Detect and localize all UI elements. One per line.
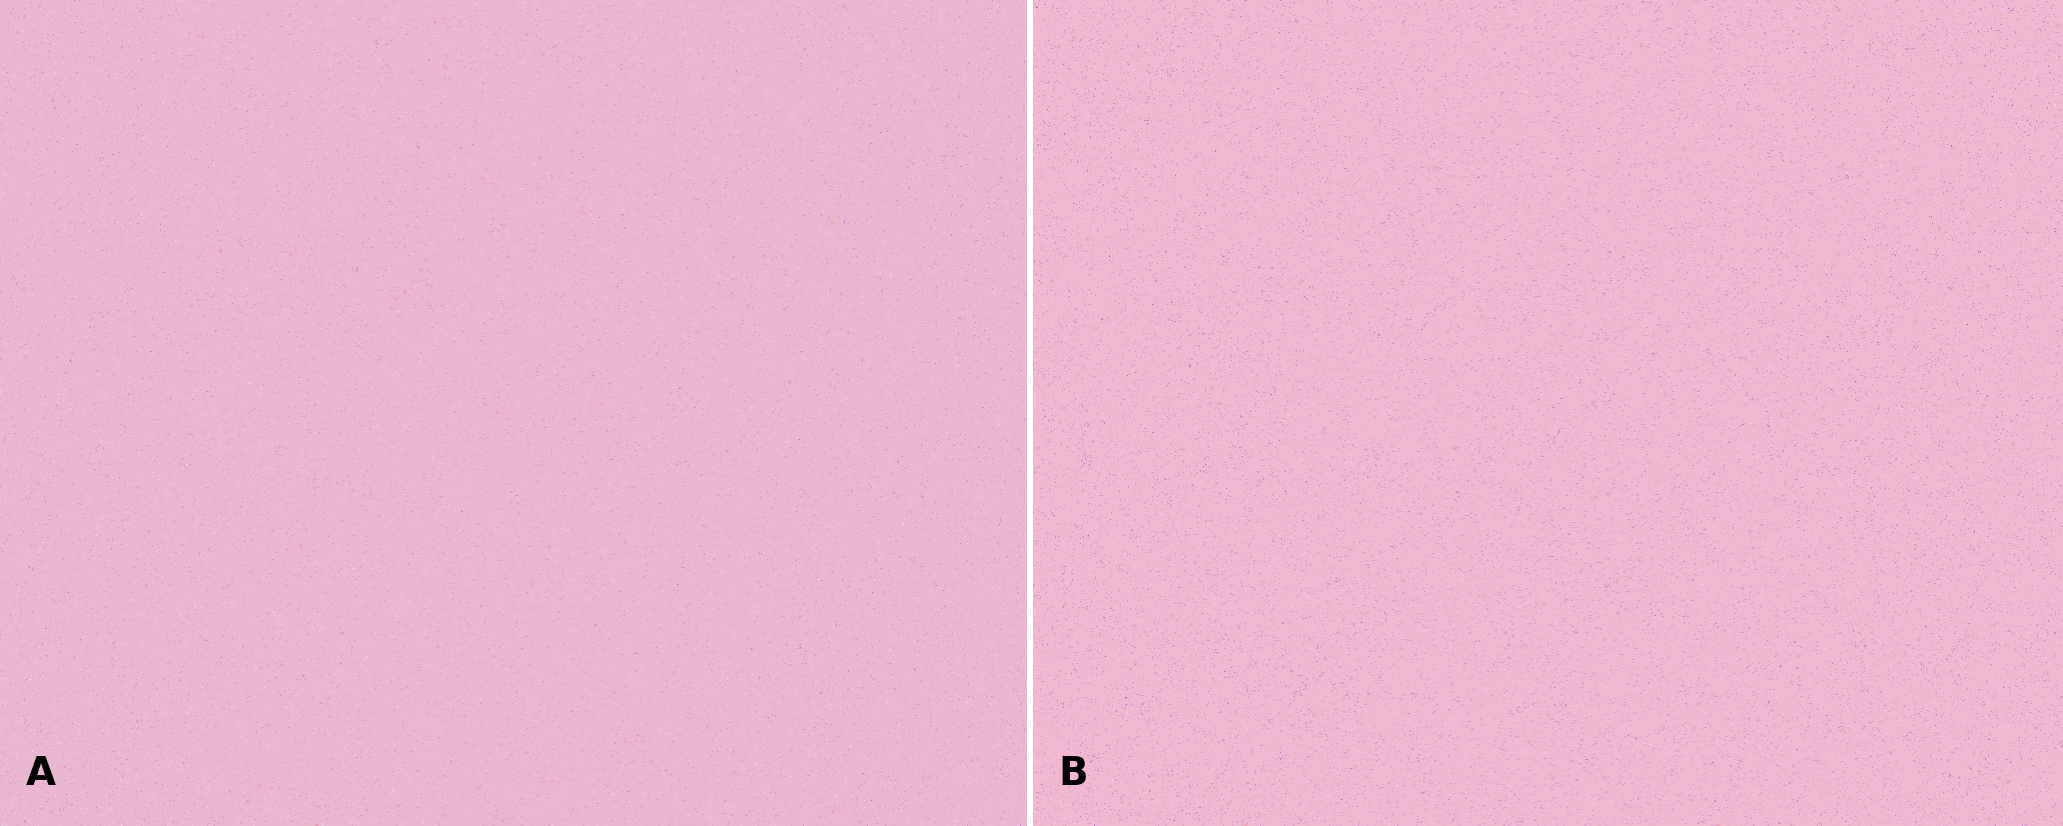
Text: A: A — [25, 755, 56, 793]
Text: B: B — [1058, 755, 1089, 793]
